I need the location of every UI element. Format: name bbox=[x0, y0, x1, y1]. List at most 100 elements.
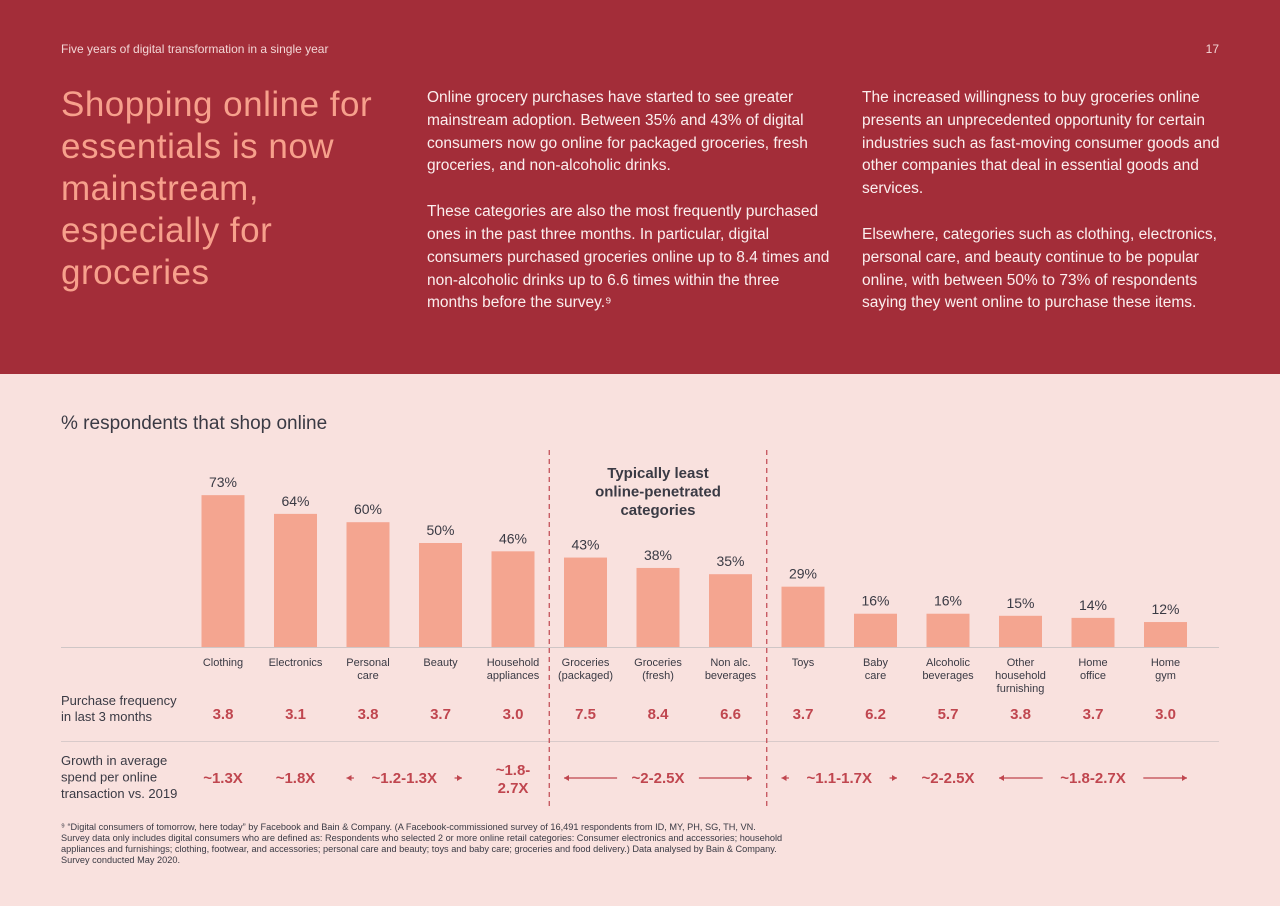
bar bbox=[926, 613, 970, 647]
highlight-label: Typically least bbox=[607, 465, 708, 482]
growth-value: ~1.8- bbox=[496, 762, 531, 779]
running-head: Five years of digital transformation in … bbox=[61, 42, 329, 56]
category-label: furnishing bbox=[997, 683, 1045, 695]
page-title: Shopping online for essentials is now ma… bbox=[61, 85, 373, 292]
growth-value: ~2-2.5X bbox=[632, 770, 685, 787]
bar bbox=[491, 551, 535, 647]
range-arrow-head bbox=[747, 775, 752, 781]
bar-value-label: 60% bbox=[354, 501, 382, 517]
range-arrow-head bbox=[564, 775, 569, 781]
header-banner: Five years of digital transformation in … bbox=[0, 0, 1280, 374]
highlight-label: categories bbox=[620, 502, 695, 519]
bar-value-label: 73% bbox=[209, 474, 237, 490]
bar-value-label: 16% bbox=[861, 593, 889, 609]
bar-chart: Typically least online-penetratedcategori… bbox=[61, 450, 1219, 808]
category-label: Home bbox=[1078, 657, 1107, 669]
chart-title: % respondents that shop online bbox=[61, 413, 328, 434]
frequency-value: 5.7 bbox=[938, 706, 959, 723]
category-label: beverages bbox=[922, 670, 974, 682]
category-label: Alcoholic bbox=[926, 657, 971, 669]
body-paragraph: Elsewhere, categories such as clothing, … bbox=[862, 225, 1217, 312]
row-label: Growth in average bbox=[61, 753, 167, 768]
growth-value: ~1.2-1.3X bbox=[372, 770, 437, 787]
category-label: care bbox=[865, 670, 886, 682]
frequency-value: 3.7 bbox=[1083, 706, 1104, 723]
category-label: gym bbox=[1155, 670, 1176, 682]
bar-value-label: 50% bbox=[426, 522, 454, 538]
row-label: spend per online bbox=[61, 770, 157, 785]
frequency-value: 6.6 bbox=[720, 706, 741, 723]
frequency-value: 3.0 bbox=[1155, 706, 1176, 723]
page-number: 17 bbox=[1205, 42, 1219, 56]
frequency-value: 3.8 bbox=[1010, 706, 1031, 723]
footnote-line: appliances and furnishings; clothing, fo… bbox=[61, 844, 777, 854]
range-arrow-head bbox=[999, 775, 1004, 781]
category-label: (packaged) bbox=[558, 670, 613, 682]
bar bbox=[999, 615, 1042, 647]
growth-value: ~2-2.5X bbox=[922, 770, 975, 787]
bar-value-label: 29% bbox=[789, 566, 817, 582]
body-paragraph: These categories are also the most frequ… bbox=[427, 203, 830, 312]
bar-value-label: 64% bbox=[281, 493, 309, 509]
category-label: Baby bbox=[863, 657, 889, 669]
bar bbox=[564, 557, 607, 647]
category-label: Beauty bbox=[423, 657, 458, 669]
frequency-value: 3.8 bbox=[358, 706, 379, 723]
body-paragraph: The increased willingness to buy groceri… bbox=[862, 89, 1220, 198]
category-label: Home bbox=[1151, 657, 1180, 669]
range-arrow-head bbox=[1182, 775, 1187, 781]
row-label: Purchase frequency bbox=[61, 693, 177, 708]
footnote-line: ⁹ “Digital consumers of tomorrow, here t… bbox=[61, 822, 756, 832]
growth-value: ~1.1-1.7X bbox=[807, 770, 872, 787]
range-arrow-head bbox=[892, 775, 897, 781]
bar bbox=[346, 522, 390, 647]
body-paragraph: Online grocery purchases have started to… bbox=[427, 89, 808, 175]
category-label: Groceries bbox=[634, 657, 682, 669]
footnote-line: Survey conducted May 2020. bbox=[61, 855, 180, 865]
bar-value-label: 46% bbox=[499, 530, 527, 546]
bar bbox=[274, 513, 317, 647]
bar bbox=[201, 495, 245, 647]
frequency-value: 7.5 bbox=[575, 706, 596, 723]
bar bbox=[1144, 622, 1187, 647]
frequency-value: 3.0 bbox=[503, 706, 524, 723]
footnote-line: Survey data only includes digital consum… bbox=[61, 833, 783, 843]
category-label: Toys bbox=[792, 657, 815, 669]
category-label: Non alc. bbox=[710, 657, 750, 669]
category-label: Other bbox=[1007, 657, 1035, 669]
category-label: office bbox=[1080, 670, 1106, 682]
bar bbox=[419, 543, 462, 647]
category-label: household bbox=[995, 670, 1046, 682]
body-column-2: The increased willingness to buy groceri… bbox=[862, 87, 1227, 338]
range-arrow-head bbox=[457, 775, 462, 781]
category-label: care bbox=[357, 670, 378, 682]
range-arrow-head bbox=[346, 775, 352, 781]
frequency-value: 3.7 bbox=[793, 706, 814, 723]
highlight-label: online-penetrated bbox=[595, 484, 721, 501]
bar bbox=[709, 574, 752, 647]
category-label: beverages bbox=[705, 670, 757, 682]
category-label: Clothing bbox=[203, 657, 243, 669]
bar-value-label: 12% bbox=[1151, 601, 1179, 617]
frequency-value: 6.2 bbox=[865, 706, 886, 723]
growth-value: 2.7X bbox=[498, 780, 529, 797]
category-label: Household bbox=[487, 657, 540, 669]
bar-value-label: 35% bbox=[716, 553, 744, 569]
category-label: Electronics bbox=[269, 657, 323, 669]
footnote: ⁹ “Digital consumers of tomorrow, here t… bbox=[61, 822, 861, 866]
bar bbox=[636, 567, 680, 647]
growth-value: ~1.8-2.7X bbox=[1060, 770, 1125, 787]
bar bbox=[781, 586, 825, 647]
growth-value: ~1.3X bbox=[203, 770, 243, 787]
row-label: transaction vs. 2019 bbox=[61, 786, 177, 801]
range-arrow-head bbox=[781, 775, 787, 781]
category-label: appliances bbox=[487, 670, 540, 682]
growth-value: ~1.8X bbox=[276, 770, 316, 787]
bar-value-label: 43% bbox=[571, 537, 599, 553]
body-column-1: Online grocery purchases have started to… bbox=[427, 87, 832, 338]
bar-value-label: 16% bbox=[934, 593, 962, 609]
frequency-value: 3.8 bbox=[213, 706, 234, 723]
frequency-value: 8.4 bbox=[648, 706, 670, 723]
frequency-value: 3.1 bbox=[285, 706, 306, 723]
category-label: Personal bbox=[346, 657, 389, 669]
